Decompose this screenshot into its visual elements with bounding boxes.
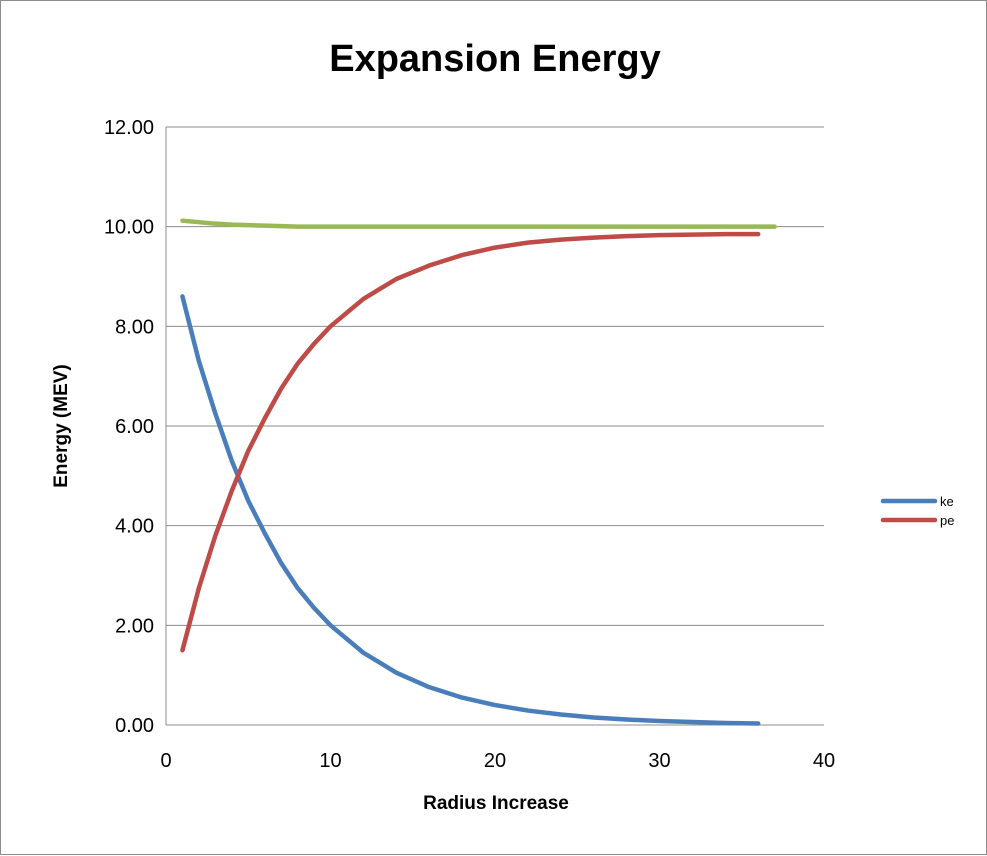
x-tick-label: 40 — [813, 750, 835, 772]
x-tick-label: 10 — [319, 750, 341, 772]
y-tick-label: 10.00 — [104, 217, 154, 239]
gridlines — [165, 126, 824, 726]
y-tick-label: 2.00 — [115, 615, 154, 637]
y-tick-label: 8.00 — [115, 316, 154, 338]
y-tick-labels: 0.00 2.00 4.00 6.00 8.00 10.00 12.00 — [104, 117, 154, 737]
y-tick-label: 4.00 — [115, 516, 154, 538]
series-line-ke — [180, 294, 761, 726]
legend-label-ke: ke — [940, 494, 954, 509]
y-axis-label: Energy (MEV) — [51, 364, 72, 488]
series-line-series-2 — [180, 218, 777, 229]
x-tick-labels: 0 10 20 30 40 — [160, 750, 835, 772]
y-tick-label: 12.00 — [104, 117, 154, 139]
y-tick-label: 6.00 — [115, 416, 154, 438]
y-tick-label: 0.00 — [115, 715, 154, 737]
x-tick-label: 0 — [160, 750, 171, 772]
chart-title: Expansion Energy — [329, 38, 661, 80]
series-lines — [180, 218, 777, 726]
legend: ke pe — [880, 494, 954, 528]
x-tick-label: 20 — [484, 750, 506, 772]
series-line-pe — [180, 231, 761, 653]
x-tick-label: 30 — [648, 750, 670, 772]
x-axis-label: Radius Increase — [423, 793, 569, 814]
legend-label-pe: pe — [940, 513, 954, 528]
